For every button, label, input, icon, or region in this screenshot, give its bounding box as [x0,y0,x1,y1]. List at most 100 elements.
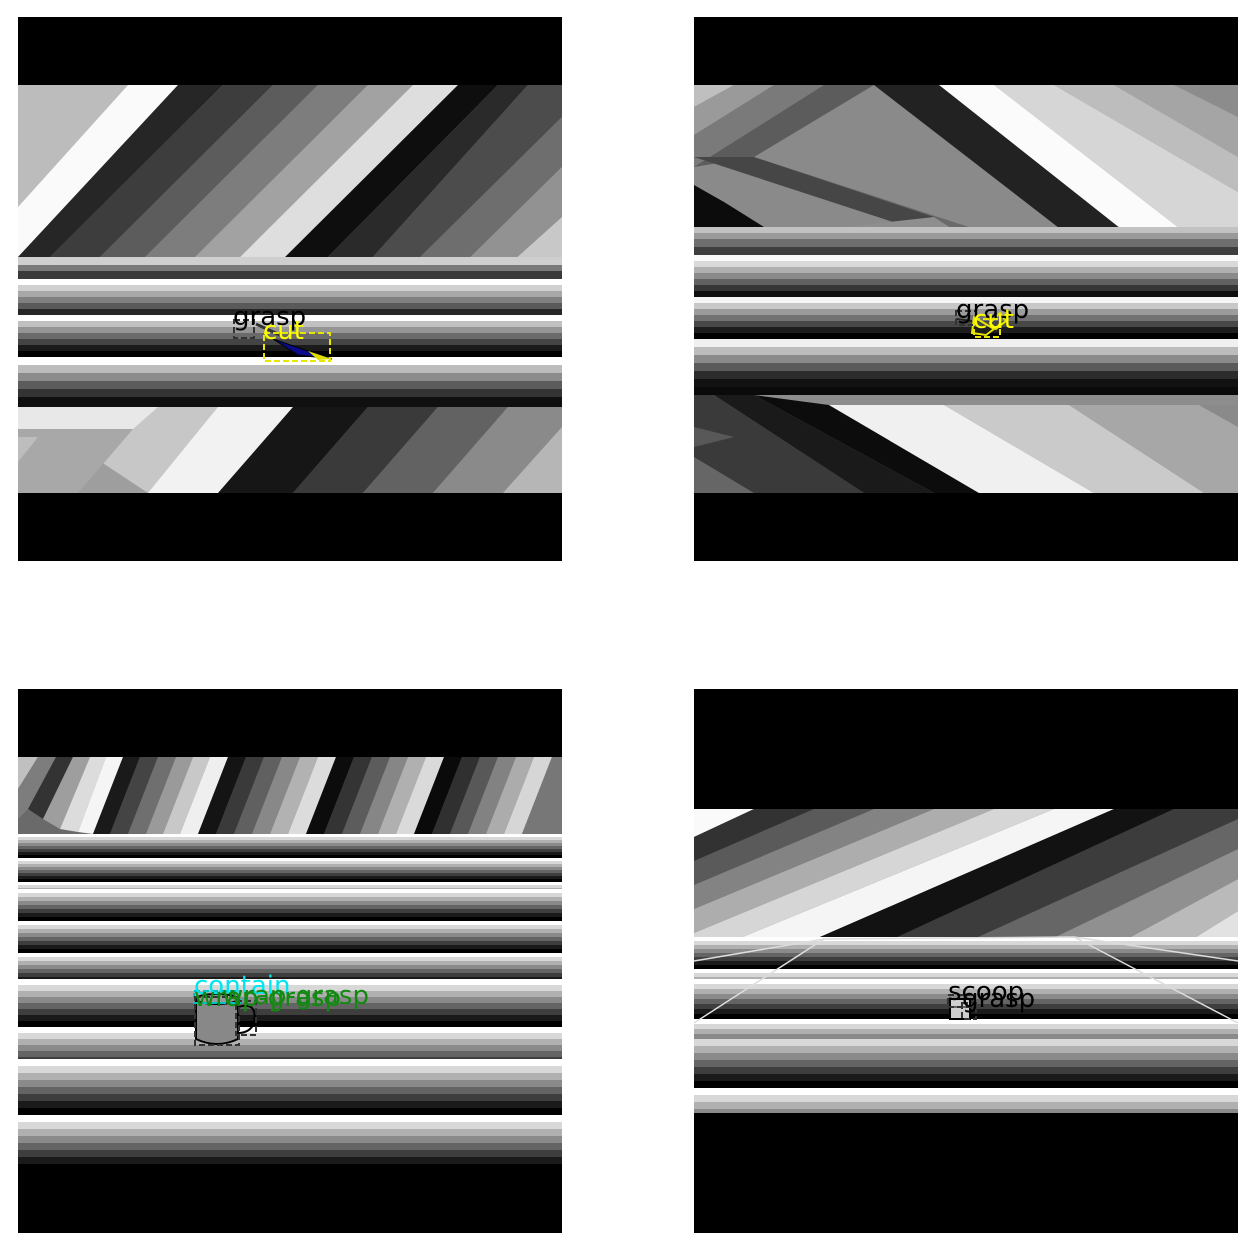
stripe [18,1021,562,1027]
stripe [18,965,562,969]
stripe [18,885,562,888]
stripe [18,1039,562,1045]
stripe [18,941,562,945]
stripe [18,997,562,1003]
stripe [18,913,562,917]
horizontal-stripes [18,257,562,407]
stripe [18,893,562,897]
stripe [18,879,562,882]
stripe [694,941,1238,945]
stripe [18,961,562,965]
horizontal-stripes [694,227,1238,395]
stripe [694,1053,1238,1060]
scene-4-background [694,689,1238,1233]
cut-bbox [263,332,331,362]
stripe [18,849,562,852]
stripe [18,888,562,889]
stripe [694,1074,1238,1081]
stripe [18,901,562,905]
stripe [18,985,562,991]
stripe [18,933,562,937]
image-panel-4: scoop grasp [694,689,1238,1233]
stripe [18,937,562,941]
stripe [694,1029,1238,1034]
stripe [18,909,562,913]
scoop-bbox [947,994,973,1008]
stripe [18,1057,562,1059]
stripe [18,957,562,961]
stripe [18,953,562,957]
stripe [18,1045,562,1051]
affordance-label-wrap-grasp-2: wrap-grasp [222,981,369,1011]
stripe [18,1143,562,1150]
stripe [18,861,562,864]
stripe [18,852,562,855]
stripe [18,1129,562,1136]
stripe [18,1150,562,1157]
stripe [18,864,562,867]
stripe [18,882,562,885]
stripe [18,1164,562,1165]
wrap-grasp-bbox [194,996,240,1046]
stripe [18,1051,562,1057]
stripe [18,897,562,901]
stripe [18,1003,562,1009]
stripe [694,1081,1238,1088]
stripe [18,876,562,879]
stripe [18,925,562,929]
affordance-label-scoop: scoop [948,977,1025,1007]
stripe [694,1019,1238,1024]
lower-diagonal-stripes [694,395,1238,493]
cut-bbox [973,318,1001,338]
stripe [18,1101,562,1108]
scene-3-background [18,689,562,1233]
stripe [18,1027,562,1033]
stripe [694,969,1238,973]
stripe [18,873,562,876]
stripe [18,905,562,909]
stripe [18,1108,562,1115]
stripe [18,977,562,979]
stripe [694,937,1238,941]
stripe [694,961,1238,965]
stripe [694,1095,1238,1102]
affordance-label-contain: contain [194,971,291,1001]
grasp-bbox [233,319,255,339]
stripe [18,1066,562,1073]
stripe [694,984,1238,989]
stripe [18,834,562,837]
stripe [18,867,562,870]
stripe [18,917,562,921]
upper-diagonal-stripes [694,85,1238,255]
stripe [694,953,1238,957]
stripe [694,1109,1238,1113]
stripe [18,945,562,949]
stripe [694,973,1238,977]
stripe [694,994,1238,999]
stripe [18,843,562,846]
stripe [18,1157,562,1164]
stripe [18,889,562,893]
wrap-grasp-bbox-2 [235,1000,257,1036]
stripe [694,1024,1238,1029]
upper-diagonal-stripes [694,809,1238,959]
stripe [18,1009,562,1015]
stripe [18,1033,562,1039]
grasp-bbox [961,1002,977,1020]
stripe [694,1060,1238,1067]
stripe [18,929,562,933]
affordance-label-wrap-grasp: wrap-grasp [194,983,341,1013]
horizontal-stripes [694,937,1238,1113]
stripe [18,979,562,985]
lower-diagonal-stripes [18,407,562,493]
stripe [18,949,562,953]
scene-2-background [694,17,1238,561]
stripe [694,957,1238,961]
stripe [18,921,562,925]
stripe [18,1115,562,1122]
table-outline [694,936,1238,1024]
stripe [18,1059,562,1066]
stripe [18,846,562,849]
stripe [18,855,562,858]
stripe [18,858,562,861]
